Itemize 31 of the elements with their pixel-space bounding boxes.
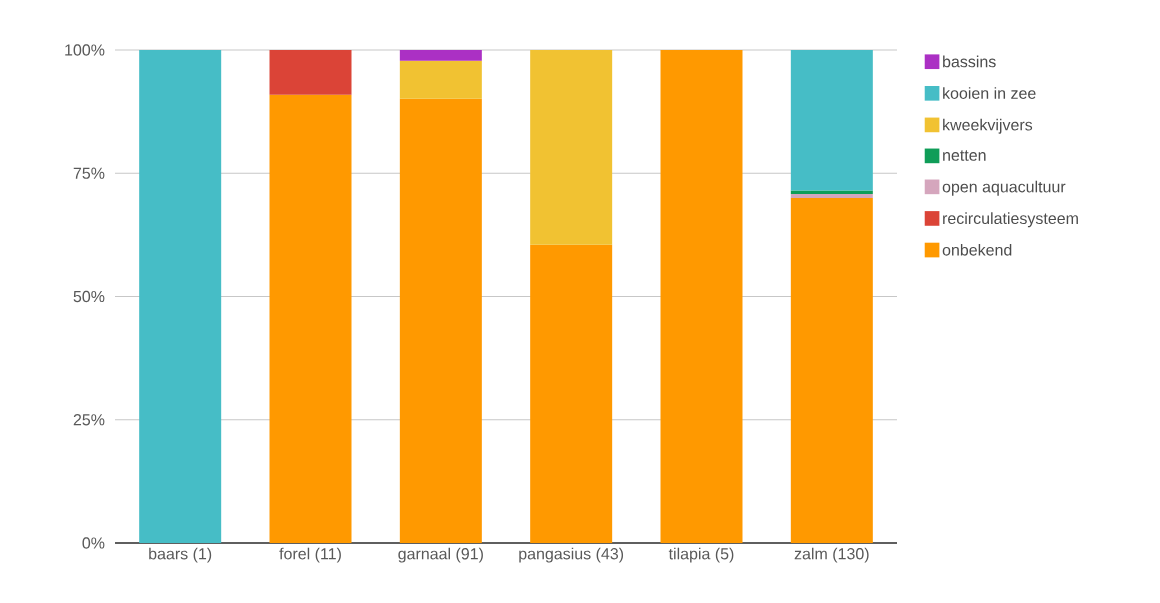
bar [790,49,873,191]
bar [269,49,352,95]
bar [790,193,873,198]
bar [269,94,352,543]
bar [530,244,613,543]
legend-label: open aquacultuur [942,180,1066,196]
y-tick-label: 100% [65,44,105,56]
x-tick-label: baars (1) [149,547,212,563]
legend-label: netten [943,150,986,161]
x-tick-label: garnaal (91) [398,547,483,563]
bar [399,98,482,543]
x-tick-label: pangasius (43) [519,547,624,563]
legend-label: kooien in zee [943,87,1036,99]
x-tick-label: tilapia (5) [668,547,734,563]
bar [399,49,482,61]
x-tick-label: zalm (130) [794,547,869,563]
bar [139,49,222,543]
y-tick-label: 50% [73,290,105,303]
legend-label: recirculatiesysteem [943,212,1078,228]
y-tick-label: 75% [73,167,105,179]
bar [530,49,613,245]
x-tick-label: forel (11) [279,547,341,563]
bar [790,190,873,194]
bar [660,49,743,543]
legend-label: bassins [943,55,996,68]
legend-label: onbekend [942,243,1012,256]
bar [790,197,873,543]
y-tick-label: 25% [73,414,105,426]
y-tick-label: 0% [82,537,105,549]
legend-label: kweekvijvers [943,118,1033,134]
bar [399,60,482,99]
